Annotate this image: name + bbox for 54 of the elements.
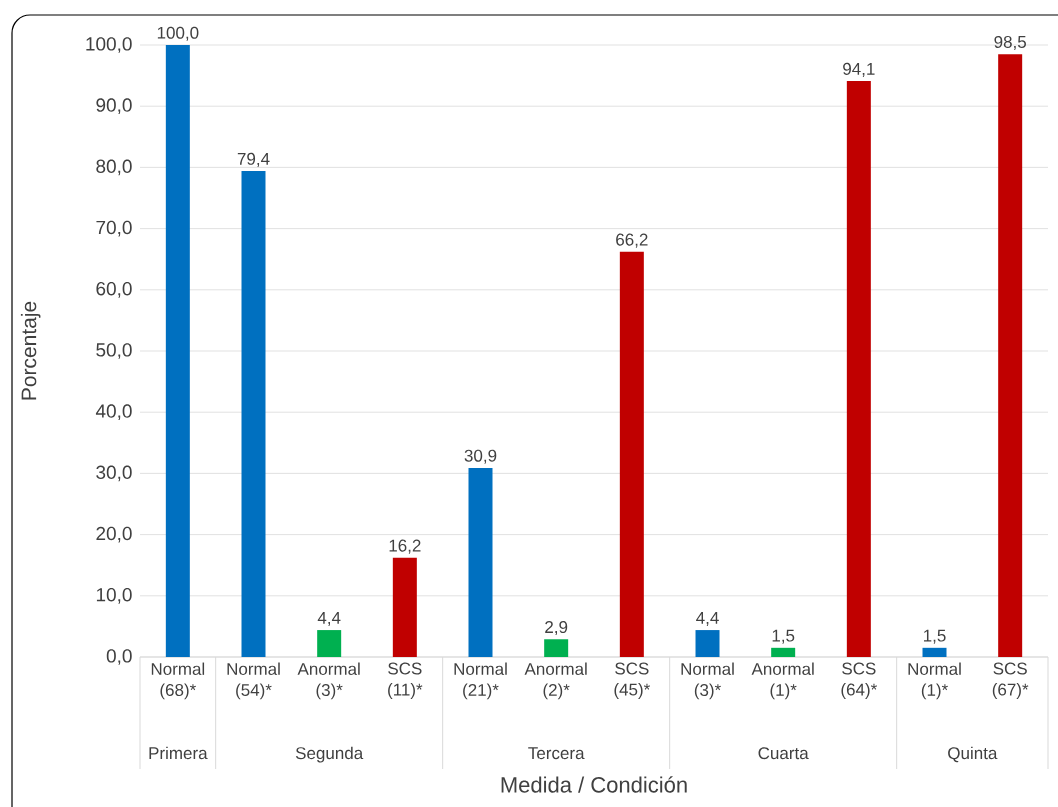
x-tick-label: SCS (11)* [388, 662, 423, 699]
bar [317, 630, 342, 657]
y-tick-label: 50,0 [96, 343, 132, 359]
text: Primera [149, 746, 208, 760]
bar [771, 647, 796, 657]
data-label: 100,0 [157, 26, 199, 41]
y-tick-label: 70,0 [96, 220, 132, 237]
text: Quinta [948, 746, 998, 763]
x-tick-label: Anormal (1)* [751, 662, 814, 700]
bar [544, 639, 569, 657]
y-tick-label: 0,0 [106, 649, 132, 665]
bar [998, 54, 1023, 657]
y-axis-title: Porcentaje [20, 301, 41, 400]
data-label: 16,2 [389, 539, 421, 554]
data-label: 1,5 [772, 629, 795, 644]
bar [619, 251, 644, 657]
data-label: 1,5 [923, 629, 946, 644]
x-tick-label: Normal (3)* [681, 662, 734, 700]
bar [241, 171, 266, 657]
text: Tercera [528, 747, 585, 760]
text: Cuarta [758, 747, 809, 760]
data-label: 94,1 [843, 62, 875, 77]
y-tick-label: 80,0 [96, 159, 132, 176]
y-tick-label: 40,0 [95, 404, 132, 421]
x-tick-label: SCS (64)* [841, 662, 877, 699]
bar [922, 647, 947, 657]
data-label: 79,4 [237, 152, 270, 167]
x-tick-label: SCS (67)* [992, 662, 1029, 699]
y-tick-label: 90,0 [96, 98, 132, 115]
x-tick-label: Normal (54)* [227, 662, 280, 700]
y-tick-label: 60,0 [96, 281, 132, 298]
x-tick-label: Normal (68)* [151, 662, 205, 700]
data-label: 66,2 [616, 233, 648, 248]
data-label: 30,9 [464, 449, 497, 464]
x-tick-label: Anormal (2)* [524, 662, 587, 700]
bar [392, 557, 417, 657]
bar [695, 630, 720, 657]
x-tick-label: Anormal (3)* [297, 662, 360, 700]
x-tick-label: SCS (45)* [614, 662, 650, 699]
data-label: 2,9 [545, 621, 568, 636]
data-label: 98,5 [994, 35, 1026, 50]
x-axis-title: Medida / Condición [501, 776, 687, 793]
bar [846, 81, 871, 657]
x-tick-label: Normal (21)* [454, 662, 507, 700]
y-tick-label: 10,0 [96, 587, 132, 604]
text: Segunda [295, 746, 364, 763]
y-tick-label: 100,0 [86, 37, 132, 53]
x-tick-label: Normal (1)* [908, 662, 961, 700]
data-label: 4,4 [317, 612, 341, 626]
bar [468, 467, 493, 657]
y-tick-label: 20,0 [96, 526, 132, 543]
bar [165, 45, 190, 657]
data-label: 4,4 [696, 612, 719, 626]
y-tick-label: 30,0 [96, 465, 132, 482]
